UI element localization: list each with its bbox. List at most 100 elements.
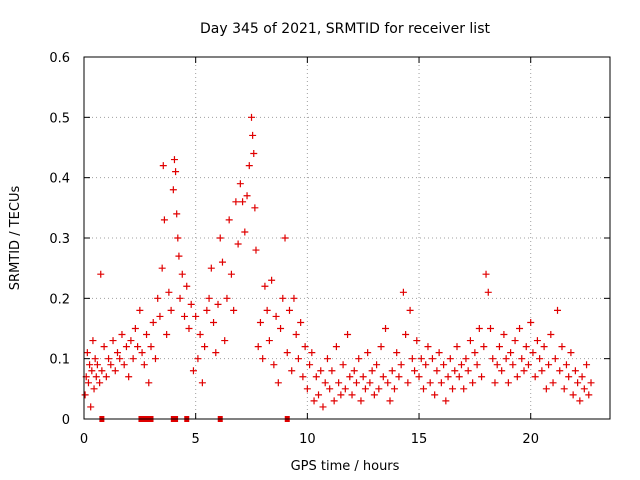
data-point bbox=[547, 331, 555, 339]
data-point bbox=[330, 397, 338, 405]
data-point bbox=[341, 385, 349, 393]
data-point bbox=[83, 349, 91, 357]
data-point bbox=[551, 355, 559, 363]
data-point bbox=[138, 349, 146, 357]
data-point bbox=[426, 379, 434, 387]
data-point bbox=[370, 391, 378, 399]
data-point bbox=[223, 294, 231, 302]
data-point bbox=[437, 379, 445, 387]
data-point bbox=[540, 343, 548, 351]
data-point bbox=[239, 198, 247, 206]
data-point bbox=[558, 343, 566, 351]
x-axis-label: GPS time / hours bbox=[291, 459, 400, 474]
data-point bbox=[352, 379, 360, 387]
data-point bbox=[567, 349, 575, 357]
data-point bbox=[92, 373, 100, 381]
data-point bbox=[225, 216, 233, 224]
data-point bbox=[160, 216, 168, 224]
data-point bbox=[516, 325, 524, 332]
data-point bbox=[388, 367, 396, 375]
data-point bbox=[151, 355, 159, 363]
data-point bbox=[254, 343, 262, 351]
data-point bbox=[261, 282, 269, 290]
data-point bbox=[149, 318, 157, 326]
data-point bbox=[116, 355, 124, 363]
data-point bbox=[93, 361, 101, 369]
data-point bbox=[460, 385, 468, 393]
data-point bbox=[158, 264, 166, 272]
data-point bbox=[337, 391, 345, 399]
data-point bbox=[415, 373, 423, 381]
data-point bbox=[435, 349, 443, 357]
data-point bbox=[484, 288, 492, 296]
data-point bbox=[272, 312, 280, 320]
data-point bbox=[375, 385, 383, 393]
data-point bbox=[312, 373, 320, 381]
data-point bbox=[446, 355, 454, 363]
data-point bbox=[90, 385, 98, 393]
x-tick-label: 5 bbox=[192, 432, 200, 447]
data-point bbox=[159, 162, 167, 170]
data-point bbox=[187, 300, 195, 308]
data-point bbox=[357, 397, 365, 405]
data-point bbox=[88, 367, 96, 375]
data-point bbox=[489, 355, 497, 363]
data-point bbox=[350, 367, 358, 375]
data-point bbox=[361, 385, 369, 393]
data-point bbox=[156, 312, 164, 320]
y-tick-label: 0 bbox=[62, 413, 70, 428]
data-points bbox=[81, 113, 595, 422]
data-point bbox=[444, 373, 452, 381]
data-point bbox=[143, 331, 151, 339]
data-point bbox=[455, 373, 463, 381]
data-point bbox=[509, 361, 517, 369]
data-point bbox=[469, 379, 477, 387]
data-point bbox=[346, 373, 354, 381]
data-point bbox=[303, 385, 311, 393]
data-point bbox=[520, 367, 528, 375]
data-point bbox=[234, 240, 242, 248]
data-point bbox=[230, 306, 238, 314]
data-point bbox=[248, 113, 256, 121]
data-point bbox=[263, 306, 271, 314]
data-point bbox=[249, 131, 257, 139]
data-point bbox=[167, 306, 175, 314]
data-point bbox=[81, 391, 89, 399]
data-point bbox=[290, 294, 298, 302]
data-point bbox=[491, 379, 499, 387]
data-point bbox=[408, 355, 416, 363]
y-tick-label: 0.4 bbox=[49, 172, 70, 187]
data-point bbox=[417, 355, 425, 363]
data-point bbox=[498, 367, 506, 375]
data-point bbox=[107, 361, 115, 369]
data-point bbox=[288, 367, 296, 375]
data-point bbox=[274, 379, 282, 387]
y-axis-label: SRMTID / TECUs bbox=[8, 186, 23, 291]
data-point bbox=[212, 349, 220, 357]
data-point bbox=[580, 385, 588, 393]
data-point bbox=[114, 349, 122, 357]
data-point bbox=[259, 355, 267, 363]
data-point bbox=[428, 355, 436, 363]
data-point bbox=[321, 379, 329, 387]
data-point bbox=[451, 367, 459, 375]
data-point bbox=[297, 318, 305, 326]
data-point bbox=[91, 355, 99, 363]
data-point bbox=[221, 337, 229, 345]
data-point bbox=[585, 391, 593, 399]
data-point bbox=[368, 367, 376, 375]
data-point bbox=[100, 343, 108, 351]
data-point bbox=[576, 397, 584, 405]
data-point bbox=[131, 325, 139, 332]
data-point bbox=[308, 349, 316, 357]
data-point bbox=[251, 204, 259, 212]
data-point bbox=[422, 361, 430, 369]
data-point bbox=[214, 300, 222, 308]
data-point bbox=[102, 373, 110, 381]
data-point bbox=[84, 379, 92, 387]
data-point bbox=[571, 367, 579, 375]
data-point bbox=[527, 318, 535, 326]
data-point bbox=[366, 379, 374, 387]
data-point bbox=[344, 331, 352, 339]
